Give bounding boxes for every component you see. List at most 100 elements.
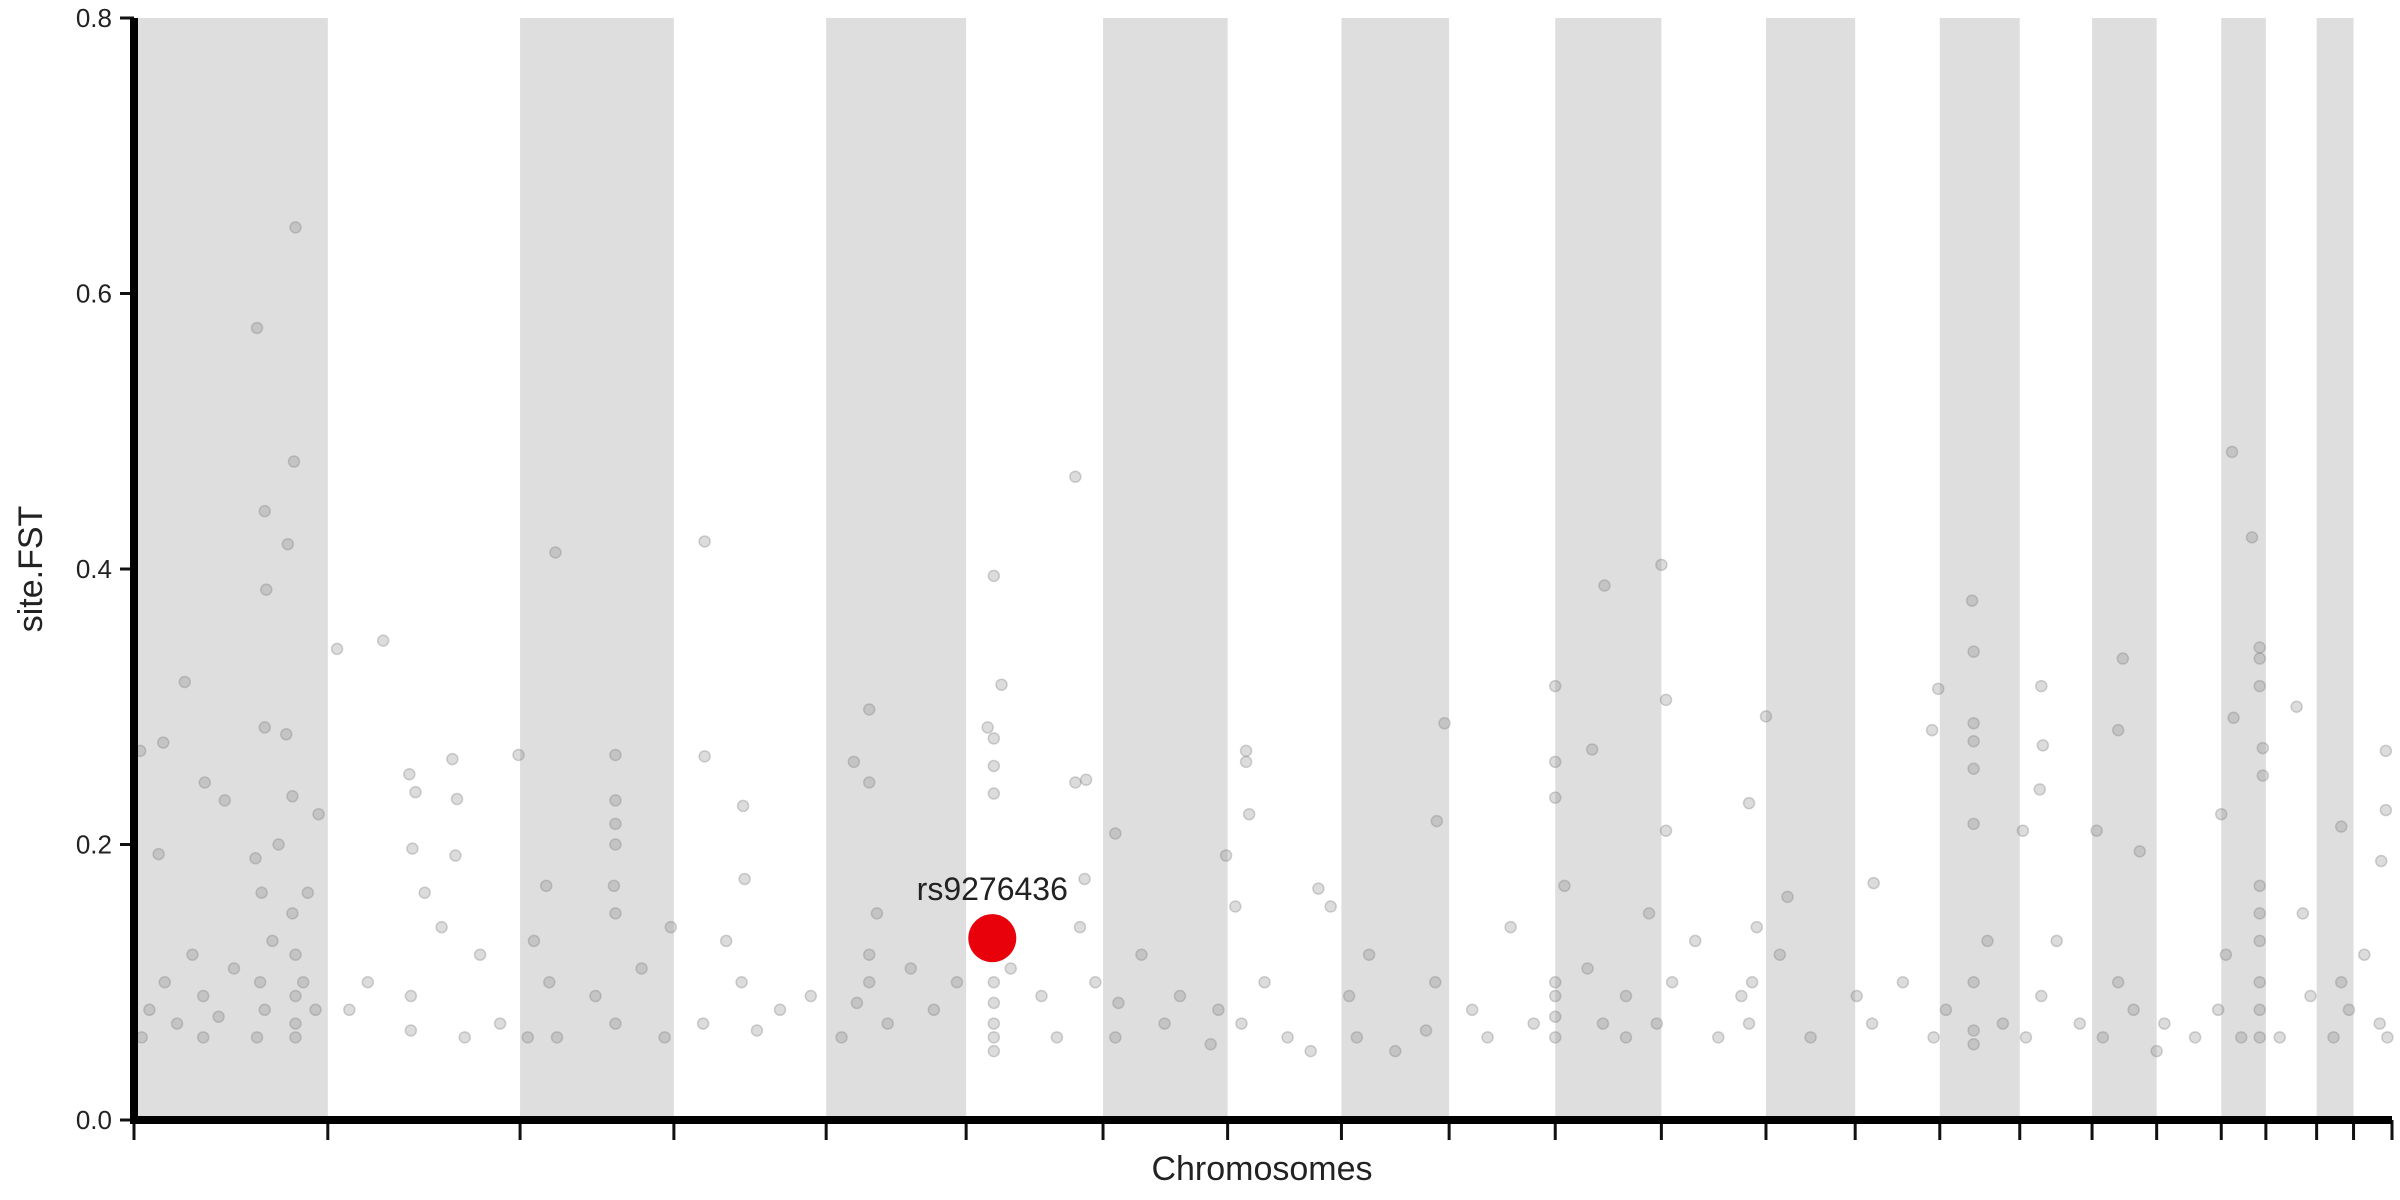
point — [609, 907, 622, 920]
point — [1073, 920, 1087, 934]
point — [312, 807, 325, 821]
point — [2381, 1031, 2394, 1044]
point — [658, 1031, 671, 1044]
point — [258, 721, 271, 734]
point — [1324, 900, 1337, 913]
point — [330, 642, 344, 656]
y-tick-label: 0.2 — [76, 830, 112, 860]
y-axis-label: site.FST — [12, 506, 50, 633]
point — [1438, 717, 1451, 730]
point — [862, 776, 876, 789]
point — [309, 1003, 322, 1017]
point — [435, 920, 448, 934]
point — [289, 989, 302, 1003]
point — [609, 838, 622, 851]
point — [1258, 976, 1271, 989]
point — [1465, 1003, 1479, 1017]
point — [2035, 989, 2048, 1003]
point — [289, 221, 302, 234]
point — [1967, 976, 1980, 989]
point — [1304, 1044, 1317, 1058]
point — [609, 1017, 622, 1030]
point — [446, 752, 459, 766]
point — [1078, 872, 1091, 886]
point — [1089, 976, 1102, 989]
point — [250, 321, 264, 335]
point — [1069, 470, 1082, 483]
point — [2227, 711, 2240, 725]
point — [255, 886, 268, 899]
point — [2253, 679, 2266, 693]
point — [987, 759, 1001, 773]
point — [376, 634, 390, 647]
point — [1548, 1010, 1562, 1023]
point — [521, 1031, 535, 1044]
point — [1229, 900, 1242, 913]
point — [2235, 1031, 2248, 1044]
point — [1742, 1017, 1756, 1030]
point — [527, 934, 541, 948]
point — [1619, 989, 1633, 1003]
point — [512, 748, 525, 762]
point — [1558, 879, 1571, 893]
point — [1927, 1031, 1940, 1044]
point — [607, 879, 621, 893]
point — [2090, 824, 2103, 837]
point — [1350, 1031, 1364, 1044]
point — [2253, 1003, 2266, 1017]
point — [1619, 1031, 1633, 1044]
point — [987, 996, 1001, 1010]
point — [361, 976, 375, 989]
point — [404, 989, 418, 1003]
point — [2253, 976, 2266, 989]
point — [1204, 1037, 1217, 1051]
point — [493, 1017, 507, 1030]
point — [272, 838, 285, 851]
chromosome-band — [520, 18, 674, 1120]
point — [1598, 579, 1611, 592]
point — [198, 776, 212, 789]
point — [2334, 820, 2348, 833]
point — [1742, 796, 1756, 810]
point — [409, 785, 422, 799]
chromosome-band — [2221, 18, 2266, 1120]
point — [738, 872, 751, 886]
point — [1965, 594, 1979, 607]
point — [2016, 824, 2030, 837]
point — [1342, 989, 1356, 1003]
point — [1035, 989, 1048, 1003]
point — [2296, 907, 2310, 920]
chromosome-band — [1765, 18, 1856, 1120]
point — [2225, 445, 2239, 459]
chromosome-band — [1939, 18, 2020, 1120]
point — [1688, 934, 1702, 948]
point — [1967, 817, 1980, 831]
point — [1481, 1031, 1494, 1044]
point — [2245, 531, 2259, 544]
point — [253, 976, 267, 989]
point — [1109, 1031, 1122, 1044]
point — [212, 1010, 225, 1023]
point — [403, 767, 416, 781]
point — [2158, 1017, 2171, 1030]
point — [1981, 934, 1994, 948]
point — [406, 842, 419, 855]
point — [664, 920, 678, 934]
point — [258, 1003, 271, 1017]
point — [950, 976, 964, 989]
point — [987, 732, 1001, 745]
point — [1109, 827, 1122, 840]
point — [543, 976, 556, 989]
point — [418, 886, 431, 899]
point — [719, 934, 733, 948]
point — [1931, 682, 1945, 696]
point — [2133, 845, 2146, 858]
point — [850, 996, 864, 1010]
point — [2334, 976, 2348, 989]
point — [987, 1017, 1001, 1030]
point — [296, 976, 310, 989]
point — [995, 678, 1008, 691]
y-tick-label: 0.8 — [76, 3, 112, 33]
point — [2036, 739, 2050, 752]
